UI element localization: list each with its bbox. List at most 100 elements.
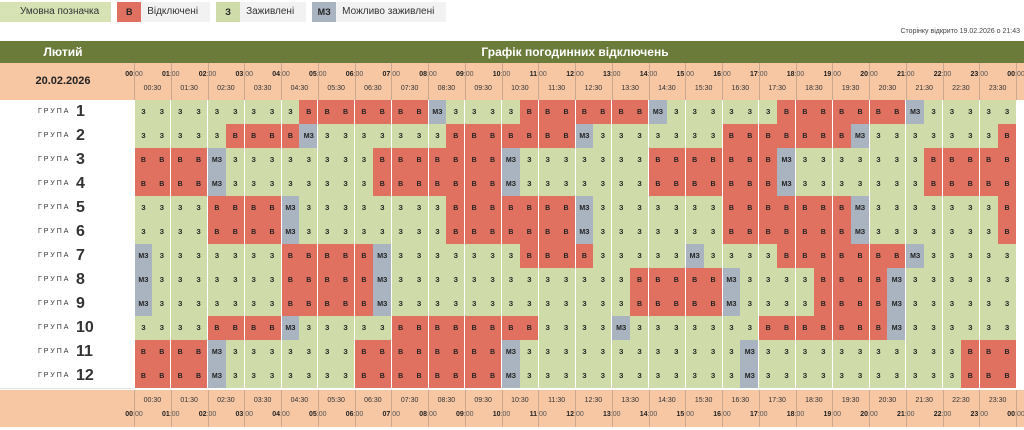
slot-cell: З	[281, 172, 300, 196]
slot-cell: В	[519, 124, 539, 148]
hour-divider	[1015, 100, 1017, 390]
group-number: 12	[76, 367, 94, 384]
slot-cell: В	[611, 100, 631, 124]
hour-label: 23:00	[970, 71, 989, 78]
slot-cell: З	[593, 172, 613, 196]
slot-cell: З	[703, 220, 723, 244]
hour-label: 11:00	[529, 411, 547, 418]
slot-cell: З	[391, 292, 411, 316]
group-row: ГРУПА 12 В В В В МЗ З З З З З З З В В В В В В В В МЗ З З З З З З З З З З…	[0, 364, 1024, 389]
slot-cell: В	[152, 148, 172, 172]
hour-divider	[574, 100, 576, 390]
slot-cell: З	[483, 292, 502, 316]
slot-cell: В	[391, 340, 411, 364]
slot-cell: З	[758, 268, 778, 292]
half-hour-label: 12:30	[584, 397, 603, 404]
slot-cell: З	[262, 172, 282, 196]
slot-cell: З	[979, 268, 999, 292]
slot-cell: З	[170, 316, 190, 340]
slot-cell: З	[409, 292, 429, 316]
slot-cell: В	[666, 172, 686, 196]
slot-cell: З	[850, 340, 870, 364]
slot-cell: З	[795, 364, 815, 388]
schedule-date: 20.02.2026	[35, 75, 91, 87]
slot-cell: З	[575, 340, 594, 364]
hour-label: 12:00	[566, 411, 584, 418]
slot-cell: З	[740, 244, 760, 268]
slot-cell: З	[924, 244, 943, 268]
slot-cell: В	[244, 220, 264, 244]
slot-cell: З	[575, 172, 594, 196]
hour-tick	[134, 390, 135, 427]
slot-cell: З	[960, 220, 980, 244]
hour-label: 06:00	[345, 411, 364, 418]
slot-cell: В	[813, 220, 833, 244]
slot-cell: З	[299, 196, 319, 220]
slot-cell: З	[832, 340, 852, 364]
hour-tick	[170, 390, 172, 427]
group-word: ГРУПА	[38, 132, 71, 139]
slot-cell: З	[538, 316, 558, 340]
slot-cell: З	[850, 148, 870, 172]
slot-cell: З	[575, 292, 594, 316]
slot-cell: З	[372, 124, 392, 148]
slot-cell: МЗ	[372, 244, 392, 268]
hour-label: 14:00	[639, 71, 658, 78]
slot-cell: В	[832, 196, 852, 220]
slot-cell: В	[813, 292, 833, 316]
half-hour-label: 22:30	[952, 397, 970, 404]
hour-divider	[648, 100, 649, 390]
group-label: ГРУПА 5	[0, 196, 134, 221]
hour-label: 16:00	[713, 411, 731, 418]
slot-cell: З	[336, 148, 355, 172]
slot-cell: З	[722, 316, 741, 340]
hour-divider	[133, 100, 135, 390]
slot-cell: З	[575, 148, 594, 172]
slot-cell: В	[391, 316, 411, 340]
slot-cell: З	[905, 340, 925, 364]
slot-cell: В	[134, 172, 153, 196]
group-label: ГРУПА 6	[0, 220, 134, 245]
slot-cell: В	[354, 244, 374, 268]
hour-label: 13:00	[602, 71, 621, 78]
hour-tick	[795, 390, 797, 427]
hour-tick	[428, 390, 429, 427]
half-hour-label: 07:30	[400, 85, 419, 92]
slot-cell: В	[777, 316, 796, 340]
slot-cell: З	[391, 268, 411, 292]
hour-tick	[611, 390, 613, 427]
slot-cell: З	[611, 340, 631, 364]
slot-cell: В	[152, 364, 172, 388]
slot-cell: З	[813, 172, 833, 196]
hour-tick	[575, 63, 576, 100]
slot-cell: В	[464, 340, 484, 364]
slot-cell: З	[905, 220, 925, 244]
hour-label: 01:00	[161, 411, 180, 418]
slot-cell: В	[501, 220, 521, 244]
slot-cell: З	[924, 100, 943, 124]
group-word: ГРУПА	[38, 300, 71, 307]
hour-divider	[684, 100, 686, 390]
slot-cell: В	[556, 244, 576, 268]
slot-cell: В	[409, 364, 429, 388]
slot-cell: З	[685, 124, 705, 148]
slot-cell: З	[924, 196, 943, 220]
half-hour-label: 02:30	[217, 85, 235, 92]
slot-cell: В	[336, 100, 355, 124]
half-hour-label: 15:30	[694, 85, 713, 92]
slot-cell: З	[703, 100, 723, 124]
slot-cell: В	[225, 196, 245, 220]
group-number: 1	[76, 103, 85, 120]
hour-label: 19:00	[823, 71, 842, 78]
slot-cell: МЗ	[281, 196, 300, 220]
slot-cell: В	[703, 268, 723, 292]
slot-cell: В	[850, 244, 870, 268]
slot-cell: З	[409, 244, 429, 268]
legend-on-label: Заживлені	[240, 2, 307, 22]
group-word: ГРУПА	[38, 348, 71, 355]
legend-off-label: Відключені	[141, 2, 211, 22]
half-hour-label: 16:30	[731, 397, 750, 404]
slot-cell: В	[850, 100, 870, 124]
slot-cell: З	[391, 196, 411, 220]
slot-cell: З	[464, 292, 484, 316]
